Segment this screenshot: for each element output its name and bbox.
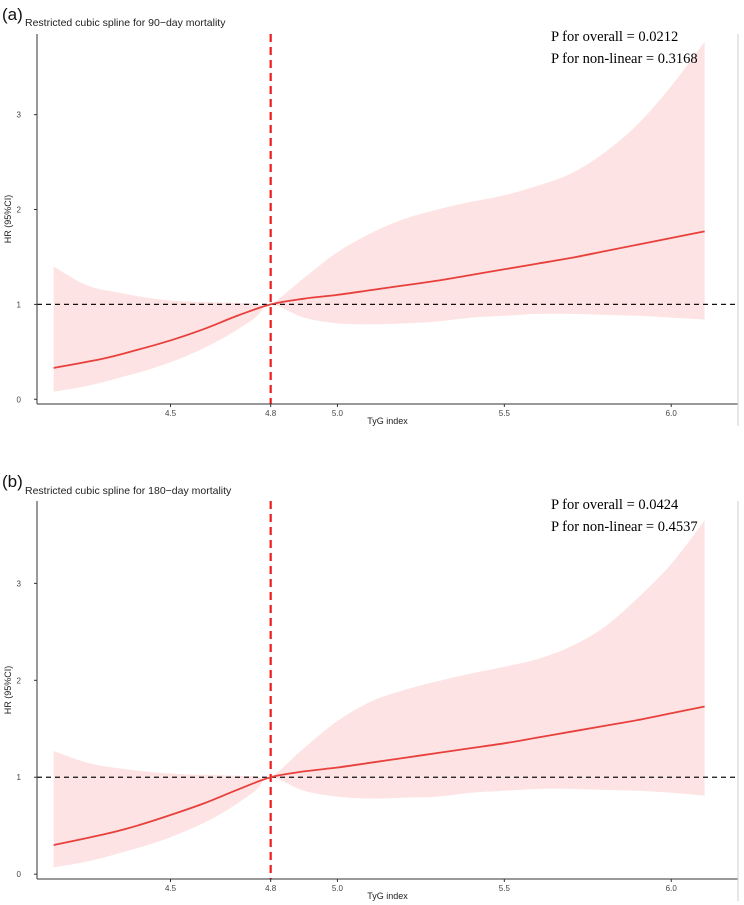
y-tick-label: 3 [17, 579, 22, 588]
x-tick-label: 4.8 [265, 409, 277, 418]
y-tick-label: 0 [17, 870, 22, 879]
x-tick-label: 4.5 [165, 884, 177, 893]
spline-curve [53, 230, 705, 369]
y-tick-label: 2 [17, 206, 22, 215]
x-axis-label: TyG index [367, 891, 408, 901]
x-tick-label: 6.0 [666, 884, 678, 893]
p-overall-annotation: P for overall = 0.0212 [551, 29, 678, 45]
y-tick-label: 3 [17, 111, 22, 120]
y-tick-label: 1 [17, 773, 22, 782]
p-nonlinear-annotation: P for non-linear = 0.4537 [551, 519, 698, 535]
panel-label: (b) [2, 472, 23, 491]
x-tick-label: 5.5 [499, 409, 511, 418]
y-axis-label: HR (95%CI) [3, 195, 13, 244]
x-tick-label: 4.8 [265, 884, 277, 893]
x-axis-label: TyG index [367, 416, 408, 426]
chart-title: Restricted cubic spline for 180−day mort… [25, 485, 232, 497]
y-axis-label: HR (95%CI) [3, 666, 13, 715]
panel-label: (a) [2, 5, 23, 24]
p-nonlinear-annotation: P for non-linear = 0.3168 [551, 51, 698, 67]
x-tick-label: 5.0 [332, 409, 344, 418]
confidence-band [53, 520, 705, 868]
chart-panel-b: (b) Restricted cubic spline for 180−day m… [2, 472, 739, 901]
x-tick-label: 5.0 [332, 884, 344, 893]
chart-panel-a: (a) Restricted cubic spline for 90−day mo… [2, 5, 739, 426]
y-tick-label: 0 [17, 395, 22, 404]
y-tick-label: 1 [17, 300, 22, 309]
chart-title: Restricted cubic spline for 90−day morta… [25, 17, 226, 29]
p-overall-annotation: P for overall = 0.0424 [551, 497, 679, 513]
x-tick-label: 4.5 [165, 409, 177, 418]
x-tick-label: 6.0 [666, 409, 678, 418]
y-tick-label: 2 [17, 676, 22, 685]
x-tick-label: 5.5 [499, 884, 511, 893]
spline-curve [53, 705, 705, 846]
confidence-band [53, 41, 705, 392]
